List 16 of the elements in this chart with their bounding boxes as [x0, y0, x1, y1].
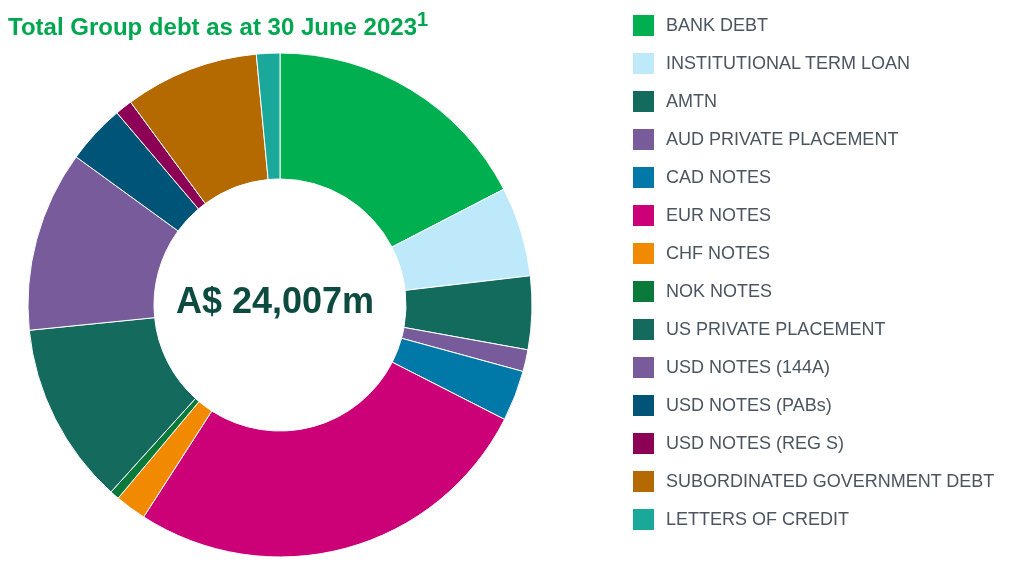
text: A$ 24,007m	[175, 279, 375, 321]
legend-label: NOK NOTES	[666, 280, 773, 302]
legend-label: SUBORDINATED GOVERNMENT DEBT	[666, 470, 995, 492]
legend-label: BANK DEBT	[666, 14, 769, 36]
legend-label: EUR NOTES	[666, 204, 772, 226]
legend-label: AMTN	[666, 90, 717, 112]
legend-label: USD NOTES (PABs)	[666, 394, 832, 416]
legend-label: AUD PRIVATE PLACEMENT	[666, 128, 899, 150]
legend-label: USD NOTES (144A)	[666, 356, 831, 378]
legend-label: LETTERS OF CREDIT	[666, 508, 850, 530]
legend-label: US PRIVATE PLACEMENT	[666, 318, 886, 340]
legend-label: USD NOTES (REG S)	[666, 432, 845, 454]
chart-title: Total Group debt as at 30 June 2023$^{1}$	[8, 8, 429, 40]
legend-label: CAD NOTES	[666, 166, 772, 188]
legend-label: CHF NOTES	[666, 242, 771, 264]
legend-label: INSTITUTIONAL TERM LOAN	[666, 52, 911, 74]
